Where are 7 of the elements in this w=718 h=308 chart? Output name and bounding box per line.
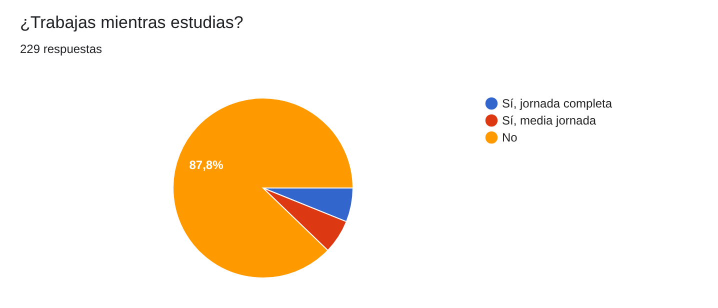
legend-label: Sí, jornada completa <box>502 96 612 110</box>
chart-title: ¿Trabajas mientras estudias? <box>20 13 244 32</box>
pie-slice <box>172 98 354 278</box>
legend-label: No <box>502 130 518 144</box>
data-label: 87,8% <box>189 158 224 172</box>
legend-label: Sí, media jornada <box>502 114 596 128</box>
text: 229 respuestas <box>20 42 102 56</box>
